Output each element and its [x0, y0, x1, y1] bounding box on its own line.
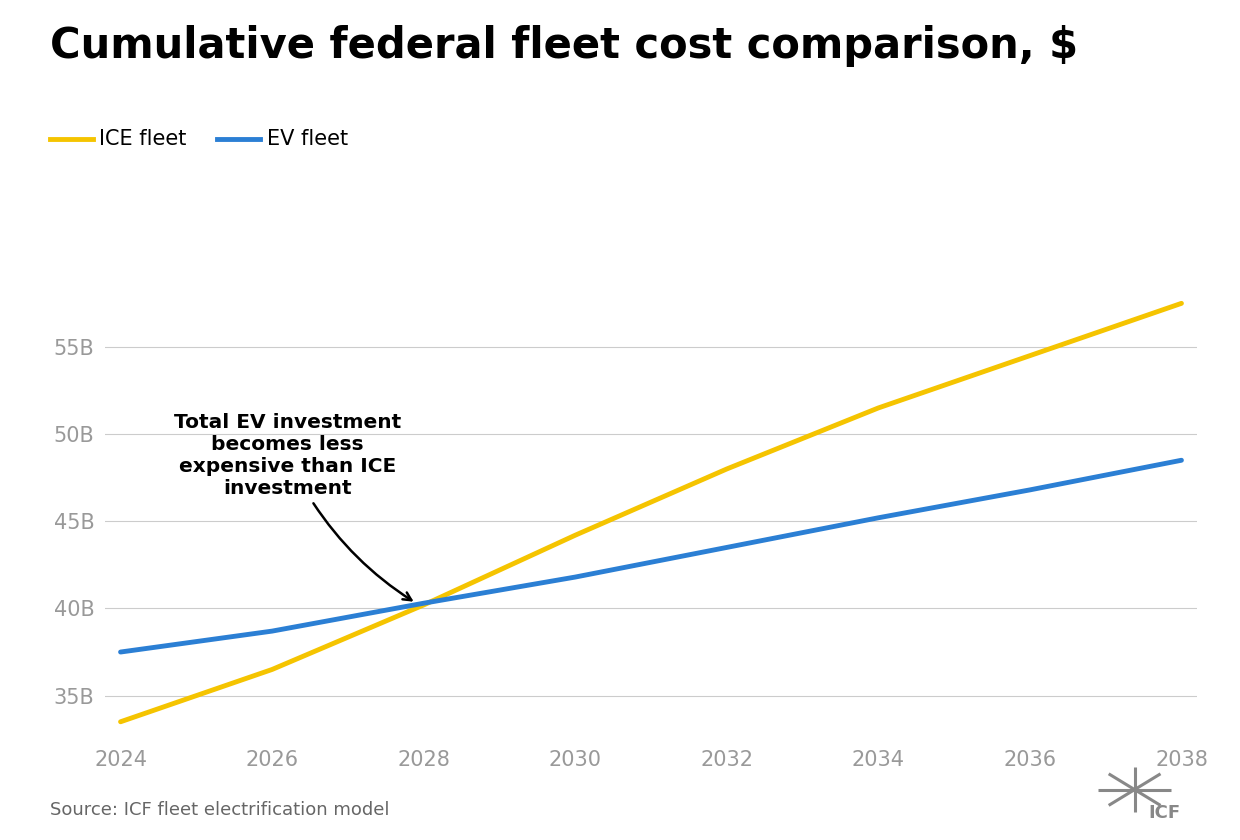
Text: Total EV investment
becomes less
expensive than ICE
investment: Total EV investment becomes less expensi…: [174, 413, 412, 601]
Text: ICF: ICF: [1148, 804, 1180, 822]
Text: EV fleet: EV fleet: [267, 129, 347, 149]
Text: Source: ICF fleet electrification model: Source: ICF fleet electrification model: [50, 801, 389, 819]
Text: ICE fleet: ICE fleet: [99, 129, 186, 149]
Text: Cumulative federal fleet cost comparison, $: Cumulative federal fleet cost comparison…: [50, 25, 1078, 67]
